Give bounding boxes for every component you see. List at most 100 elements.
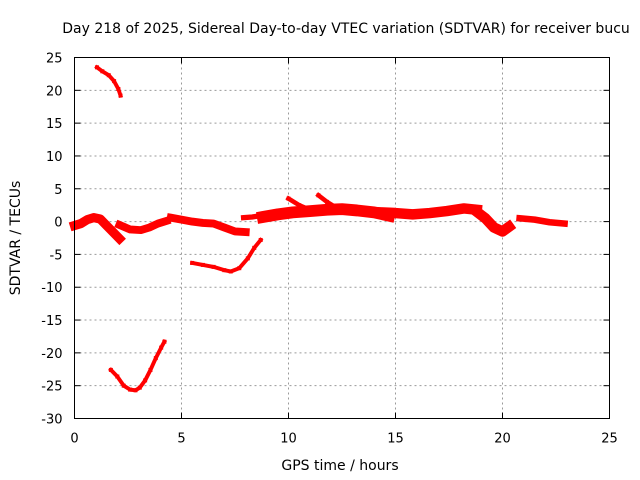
y-tick-label: -5 bbox=[50, 248, 63, 263]
data-point bbox=[228, 269, 233, 274]
data-point bbox=[118, 93, 123, 98]
y-tick-label: -20 bbox=[41, 347, 62, 362]
data-point bbox=[200, 220, 205, 225]
data-point bbox=[162, 339, 167, 344]
data-point bbox=[461, 206, 466, 211]
series-arc-5 bbox=[255, 203, 397, 224]
data-point bbox=[517, 216, 522, 221]
data-point bbox=[143, 378, 148, 383]
data-point bbox=[318, 209, 323, 214]
y-tick-label: 20 bbox=[46, 84, 63, 99]
data-point bbox=[354, 208, 359, 213]
y-tick-label: -10 bbox=[41, 281, 62, 296]
data-point bbox=[444, 209, 449, 214]
data-point bbox=[233, 229, 237, 234]
data-point bbox=[147, 225, 152, 230]
x-tick-label: 10 bbox=[280, 432, 297, 447]
data-point bbox=[333, 205, 338, 210]
data-point bbox=[211, 221, 216, 226]
y-tick-label: 5 bbox=[54, 183, 62, 198]
series-arc-10 bbox=[516, 214, 569, 228]
series-early-low bbox=[108, 339, 168, 393]
series-line bbox=[108, 339, 168, 393]
data-point bbox=[483, 216, 488, 221]
series-arc-6 bbox=[285, 195, 324, 215]
data-layer bbox=[68, 64, 569, 393]
data-point bbox=[237, 266, 242, 271]
data-point bbox=[115, 374, 120, 379]
data-point bbox=[410, 212, 415, 217]
data-point bbox=[258, 237, 263, 242]
data-point bbox=[393, 211, 398, 216]
data-point bbox=[275, 212, 280, 217]
data-point bbox=[325, 207, 330, 212]
y-tick-label: -15 bbox=[41, 314, 62, 329]
data-point bbox=[155, 221, 160, 226]
data-point bbox=[252, 245, 257, 250]
series-line bbox=[285, 195, 324, 215]
series-arc-9 bbox=[469, 204, 517, 237]
y-tick-label: -25 bbox=[41, 380, 62, 395]
data-point bbox=[168, 215, 173, 220]
data-point bbox=[211, 264, 216, 269]
data-point bbox=[547, 220, 552, 225]
data-point bbox=[222, 225, 227, 230]
series-early-high bbox=[94, 64, 123, 99]
series-arc-8 bbox=[375, 203, 483, 220]
data-point bbox=[148, 367, 153, 372]
data-point bbox=[153, 356, 158, 361]
data-point bbox=[164, 218, 169, 223]
data-point bbox=[325, 199, 330, 204]
data-point bbox=[190, 219, 195, 224]
series-line bbox=[516, 214, 569, 228]
data-point bbox=[117, 236, 122, 241]
data-point bbox=[137, 385, 142, 390]
x-tick-label: 0 bbox=[70, 432, 78, 447]
data-point bbox=[342, 209, 347, 214]
data-point bbox=[159, 345, 164, 350]
data-point bbox=[500, 229, 505, 234]
series-arc-3 bbox=[189, 237, 264, 274]
data-point bbox=[117, 222, 122, 227]
series-arc-1 bbox=[114, 216, 172, 235]
x-tick-label: 25 bbox=[601, 432, 618, 447]
data-point bbox=[316, 193, 321, 198]
data-point bbox=[378, 210, 383, 215]
data-point bbox=[128, 227, 133, 232]
data-point bbox=[112, 79, 117, 84]
data-point bbox=[250, 214, 255, 219]
y-tick-label: -30 bbox=[41, 413, 62, 428]
data-point bbox=[116, 87, 121, 92]
data-point bbox=[78, 221, 83, 226]
data-point bbox=[297, 203, 302, 208]
data-point bbox=[222, 268, 227, 273]
data-point bbox=[106, 73, 111, 78]
data-point bbox=[179, 217, 184, 222]
plot-frame bbox=[74, 57, 610, 419]
series-arc-7 bbox=[315, 192, 348, 215]
data-point bbox=[108, 367, 113, 372]
tick-labels: 0 5 10 15 20 25 -30 -25 -20 -15 -10 -5 0 5 10 15 20 25 bbox=[41, 52, 618, 447]
data-point bbox=[491, 225, 496, 230]
y-tick-label: 0 bbox=[54, 216, 62, 231]
data-point bbox=[290, 210, 295, 215]
series-arc-2 bbox=[166, 213, 250, 237]
y-tick-label: 10 bbox=[46, 150, 63, 165]
data-point bbox=[98, 216, 103, 221]
data-point bbox=[474, 209, 479, 214]
series-line bbox=[315, 192, 348, 215]
data-point bbox=[245, 256, 250, 261]
data-point bbox=[372, 210, 377, 215]
data-point bbox=[532, 217, 537, 222]
data-point bbox=[243, 230, 248, 235]
series-arc-0 bbox=[68, 213, 126, 246]
x-axis-label: GPS time / hours bbox=[281, 458, 398, 474]
data-point bbox=[128, 387, 133, 392]
series-line bbox=[68, 213, 126, 246]
x-tick-label: 20 bbox=[494, 432, 511, 447]
data-point bbox=[307, 207, 312, 212]
data-point bbox=[121, 383, 126, 388]
data-point bbox=[138, 228, 143, 233]
y-axis-label: SDTVAR / TECUs bbox=[8, 181, 24, 296]
